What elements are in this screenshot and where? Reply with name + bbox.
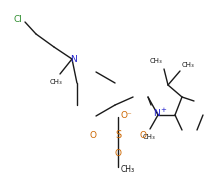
Text: CH₃: CH₃ xyxy=(50,79,62,85)
Text: CH₃: CH₃ xyxy=(182,62,194,68)
Text: CH₃: CH₃ xyxy=(150,58,162,64)
Text: O: O xyxy=(114,149,121,158)
Text: Cl: Cl xyxy=(14,16,22,24)
Text: N: N xyxy=(153,110,159,118)
Text: O: O xyxy=(90,130,97,139)
Text: O⁻: O⁻ xyxy=(120,110,132,119)
Text: CH₃: CH₃ xyxy=(143,134,155,140)
Text: +: + xyxy=(160,107,166,113)
Text: O: O xyxy=(140,130,146,139)
Text: CH₃: CH₃ xyxy=(121,164,135,173)
Text: S: S xyxy=(115,130,121,140)
Text: N: N xyxy=(70,55,76,64)
